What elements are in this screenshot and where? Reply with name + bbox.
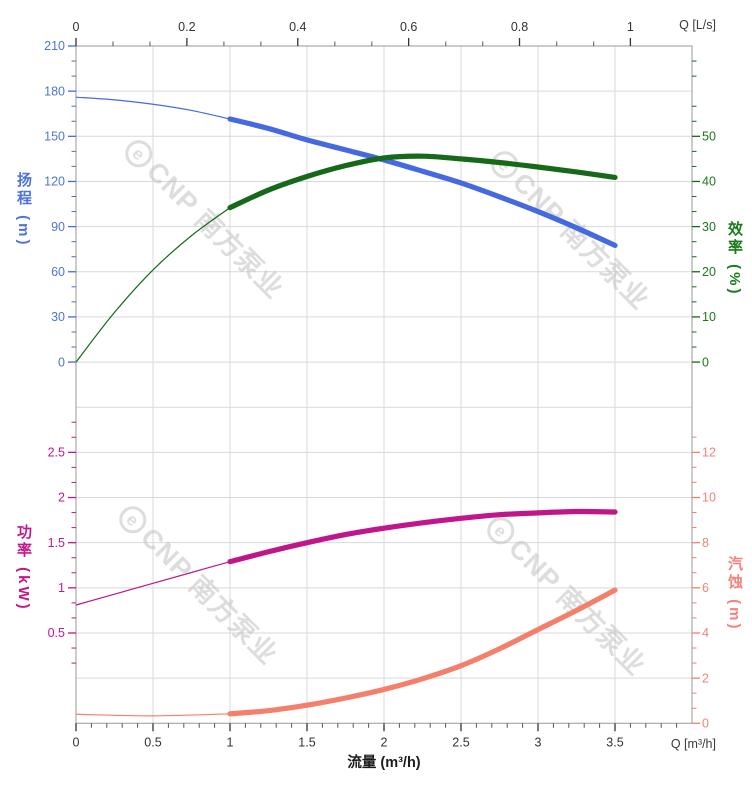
bottom-x-axis: 0 0.5 1 1.5 2 2.5 3 3.5 [73, 723, 678, 749]
npsh-tick-label: 8 [702, 536, 709, 550]
npsh-curve-extended [75, 713, 231, 717]
npsh-axis-title: 汽蚀 (m) [726, 556, 743, 632]
bottom-x-tick-label: 1 [227, 735, 234, 749]
power-axis: 0.5 1 1.5 2 2.5 [48, 421, 76, 664]
head-curve-extended [75, 96, 231, 120]
svg-text:CNP 南方泵业: CNP 南方泵业 [141, 155, 290, 304]
svg-text:CNP 南方泵业: CNP 南方泵业 [503, 532, 652, 681]
power-tick-label: 0.5 [48, 626, 65, 640]
head-tick-label: 30 [51, 310, 65, 324]
bottom-x-tick-label: 3.5 [606, 735, 623, 749]
head-tick-label: 180 [44, 84, 65, 98]
bottom-x-tick-label: 1.5 [298, 735, 315, 749]
bottom-x-tick-label: 0 [73, 735, 80, 749]
top-x-tick-label: 0.2 [178, 20, 195, 34]
flow-axis-title: 流量 (m³/h) [347, 755, 421, 771]
head-tick-label: 60 [51, 265, 65, 279]
svg-text:e: e [122, 510, 142, 530]
power-tick-label: 2.5 [48, 446, 65, 460]
efficiency-curve-extended [75, 207, 231, 363]
head-tick-label: 150 [44, 130, 65, 144]
npsh-tick-label: 4 [702, 626, 709, 640]
bottom-axis-unit-label: Q [m³/h] [670, 737, 716, 751]
top-x-tick-label: 0.8 [511, 20, 528, 34]
power-tick-label: 2 [58, 491, 65, 505]
power-tick-label: 1 [58, 581, 65, 595]
bottom-x-tick-label: 3 [535, 735, 542, 749]
efficiency-tick-label: 10 [702, 310, 716, 324]
npsh-tick-label: 12 [702, 446, 716, 460]
efficiency-tick-label: 20 [702, 265, 716, 279]
gridlines [76, 46, 692, 724]
efficiency-axis: 0 10 20 30 40 50 [692, 60, 716, 369]
svg-text:CNP 南方泵业: CNP 南方泵业 [135, 521, 284, 670]
efficiency-axis-title: 效率 (%) [726, 221, 743, 297]
power-curve [227, 508, 618, 565]
npsh-tick-label: 2 [702, 671, 709, 685]
efficiency-tick-label: 40 [702, 175, 716, 189]
efficiency-curve [227, 153, 618, 211]
top-x-tick-label: 0 [73, 20, 80, 34]
svg-text:e: e [128, 144, 148, 164]
top-axis-unit-label: Q [L/s] [679, 18, 716, 32]
head-tick-label: 120 [44, 175, 65, 189]
head-axis-title: 扬程 (m) [15, 172, 32, 248]
top-x-tick-label: 0.6 [400, 20, 417, 34]
npsh-tick-label: 6 [702, 581, 709, 595]
head-tick-label: 210 [44, 39, 65, 53]
top-x-tick-label: 0.4 [289, 20, 306, 34]
head-curve [227, 116, 618, 249]
top-x-axis: 0 0.2 0.4 0.6 0.8 1 [73, 20, 634, 46]
bottom-x-tick-label: 2.5 [452, 735, 469, 749]
power-tick-label: 1.5 [48, 536, 65, 550]
svg-text:e: e [490, 521, 510, 541]
efficiency-tick-label: 0 [702, 355, 709, 369]
head-axis: 0 30 60 90 120 150 180 210 [44, 39, 76, 369]
efficiency-tick-label: 30 [702, 220, 716, 234]
npsh-tick-label: 10 [702, 491, 716, 505]
power-axis-title: 功率 (kW) [15, 524, 32, 612]
efficiency-tick-label: 50 [702, 130, 716, 144]
npsh-axis: 0 2 4 6 8 10 12 [692, 436, 716, 731]
head-tick-label: 90 [51, 220, 65, 234]
head-tick-label: 0 [58, 355, 65, 369]
top-x-tick-label: 1 [627, 20, 634, 34]
npsh-curve [227, 587, 618, 717]
bottom-x-tick-label: 0.5 [144, 735, 161, 749]
npsh-tick-label: 0 [702, 717, 709, 731]
power-curve-extended [75, 561, 231, 606]
svg-text:CNP 南方泵业: CNP 南方泵业 [507, 166, 656, 315]
bottom-x-tick-label: 2 [381, 735, 388, 749]
